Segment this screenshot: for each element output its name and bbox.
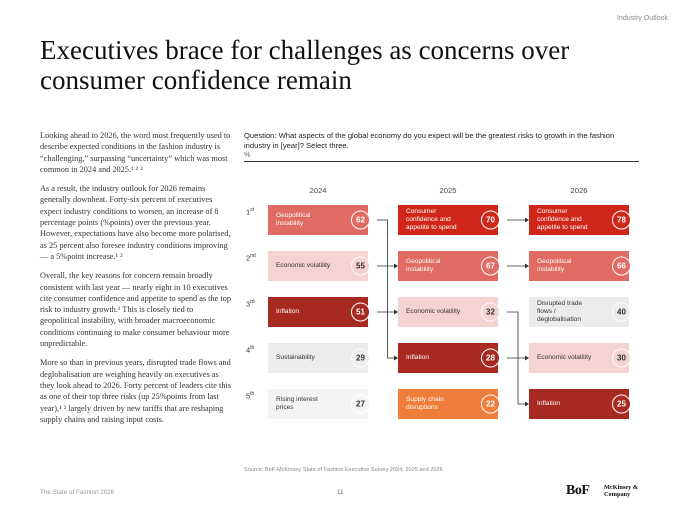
- rank-label-3: 3rd: [246, 299, 255, 309]
- risk-box-2024-inflation: Inflation 51: [268, 297, 370, 327]
- footer-publication: The State of Fashion 2026: [40, 489, 115, 496]
- risk-box-2026-disrupted-trade-flows-deglobalisation: Disrupted trade flows / deglobalisation 4…: [529, 297, 631, 327]
- risk-label: Economic volatility: [406, 308, 461, 315]
- risk-value: 29: [351, 348, 370, 368]
- risk-label: Inflation: [537, 400, 561, 407]
- risk-label: Economic volatility: [276, 262, 331, 269]
- risk-label: Geopolitical instability: [537, 258, 572, 273]
- rank-label-1: 1st: [246, 207, 255, 217]
- connector-inflation-2024: [377, 311, 394, 359]
- risk-value: 67: [481, 256, 500, 276]
- body-paragraph: Overall, the key reasons for concern rem…: [40, 271, 231, 349]
- risk-value: 22: [481, 394, 500, 414]
- section-label: Industry Outlook: [617, 15, 668, 22]
- risk-box-2026-inflation: Inflation 25: [529, 389, 631, 419]
- connector-economic-volatility-2024: [377, 265, 394, 313]
- risk-box-2025-geopolitical-instability: Geopolitical instability 67: [398, 251, 500, 281]
- risk-value: 78: [612, 210, 631, 230]
- risk-label: Inflation: [406, 354, 430, 361]
- risk-box-2026-geopolitical-instability: Geopolitical instability 66: [529, 251, 631, 281]
- risk-label: Disrupted trade flows / deglobalisation: [537, 300, 583, 323]
- risk-value: 70: [481, 210, 500, 230]
- body-paragraph: More so than in previous years, disrupte…: [40, 358, 232, 424]
- connector-arrowhead: [394, 309, 398, 315]
- page-number: 11: [337, 489, 344, 496]
- chart-unit: %: [244, 150, 251, 159]
- year-label-2025: 2025: [439, 186, 457, 195]
- risk-box-2024-sustainability: Sustainability 29: [268, 343, 370, 373]
- source-note: Source: BoF-McKinsey State of Fashion Ex…: [244, 467, 443, 473]
- risk-value: 55: [351, 256, 370, 276]
- risk-label: Supply chain disruptions: [406, 396, 444, 411]
- risk-box-2025-supply-chain-disruptions: Supply chain disruptions 22: [398, 389, 500, 419]
- connector-arrowhead: [525, 217, 529, 223]
- body-paragraph: As a result, the industry outlook for 20…: [40, 184, 231, 261]
- year-label-2026: 2026: [570, 186, 588, 195]
- risk-value: 51: [351, 302, 370, 322]
- bof-logo: BoF: [566, 483, 590, 498]
- connector-arrowhead: [525, 355, 529, 361]
- body-paragraph: Looking ahead to 2026, the word most fre…: [40, 131, 231, 174]
- connector-arrowhead: [525, 401, 529, 407]
- risk-value: 30: [612, 348, 631, 368]
- risk-value: 32: [481, 302, 500, 322]
- risk-label: Economic volatility: [537, 354, 592, 361]
- risk-box-2025-consumer-confidence-and-appetite-to-spend: Consumer confidence and appetite to spen…: [398, 205, 500, 235]
- risk-box-2024-geopolitical-instability: Geopolitical instability 62: [268, 205, 370, 235]
- risk-box-2025-inflation: Inflation 28: [398, 343, 500, 373]
- divider: [244, 161, 639, 162]
- connector-inflation-2025: [507, 357, 525, 405]
- risk-box-2024-economic-volatility: Economic volatility 55: [268, 251, 370, 281]
- rank-label-4: 4th: [246, 345, 255, 355]
- risk-label: Geopolitical instability: [406, 258, 441, 273]
- risk-label: Consumer confidence and appetite to spen…: [406, 208, 457, 231]
- body-text: Looking ahead to 2026, the word most fre…: [40, 130, 233, 433]
- risk-box-2026-consumer-confidence-and-appetite-to-spend: Consumer confidence and appetite to spen…: [529, 205, 631, 235]
- risk-label: Rising interest prices: [276, 396, 318, 411]
- connector-economic-volatility-2025: [507, 311, 525, 359]
- risk-box-2025-economic-volatility: Economic volatility 32: [398, 297, 500, 327]
- connector-arrowhead: [394, 355, 398, 361]
- risk-label: Geopolitical instability: [276, 212, 311, 227]
- risk-value: 40: [612, 302, 631, 322]
- risk-box-2024-rising-interest-prices: Rising interest prices 27: [268, 389, 370, 419]
- connector-geopolitical-instability-2024: [377, 219, 394, 267]
- chart-question: Question: What aspects of the global eco…: [244, 131, 615, 150]
- connector-arrowhead: [394, 263, 398, 269]
- risk-value: 25: [612, 394, 631, 414]
- risk-label: Inflation: [276, 308, 300, 315]
- risk-label: Sustainability: [276, 354, 315, 361]
- rank-label-5: 5th: [246, 391, 255, 401]
- page-title: Executives brace for challenges as conce…: [40, 35, 570, 95]
- mckinsey-logo: McKinsey & Company: [604, 484, 639, 498]
- risk-value: 27: [351, 394, 370, 414]
- connector-arrowhead: [525, 263, 529, 269]
- rank-label-2: 2nd: [246, 253, 256, 263]
- risk-value: 28: [481, 348, 500, 368]
- risk-value: 62: [351, 210, 370, 230]
- risk-value: 66: [612, 256, 631, 276]
- risk-label: Consumer confidence and appetite to spen…: [537, 208, 588, 231]
- year-label-2024: 2024: [309, 186, 327, 195]
- rank-connectors: [377, 217, 529, 407]
- risk-box-2026-economic-volatility: Economic volatility 30: [529, 343, 631, 373]
- ranking-chart: 1st 2nd 3rd 4th 5th 2024 Geopolitical ins…: [240, 180, 640, 420]
